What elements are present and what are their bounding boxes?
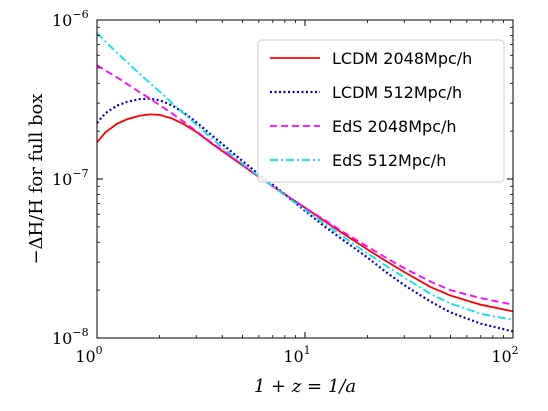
series-line-3 [97, 64, 513, 306]
legend-label-3: EdS 2048Mpc/h [332, 117, 457, 136]
y-tick-label-2: 10−7 [52, 167, 89, 189]
x-axis-label: 1 + z = 1/a [254, 376, 356, 397]
legend: LCDM 2048Mpc/h LCDM 512Mpc/h EdS 2048Mpc/h… [257, 39, 505, 183]
legend-label-4: EdS 512Mpc/h [332, 151, 446, 170]
legend-box [257, 39, 505, 183]
y-axis-label: −ΔH/H for full box [26, 93, 47, 264]
series-line-4 [97, 32, 513, 321]
legend-label-2: LCDM 512Mpc/h [332, 83, 462, 102]
y-tick-label-1: 10−8 [52, 326, 89, 348]
series-line-1 [97, 113, 513, 313]
x-tick-label-2: 101 [283, 344, 310, 366]
x-tick-label-3: 102 [491, 344, 518, 366]
y-tick-label-3: 10−6 [52, 8, 89, 30]
series-line-2 [97, 97, 513, 333]
x-tick-label-1: 100 [75, 344, 102, 366]
legend-label-1: LCDM 2048Mpc/h [332, 49, 472, 68]
series-layer [97, 32, 513, 333]
